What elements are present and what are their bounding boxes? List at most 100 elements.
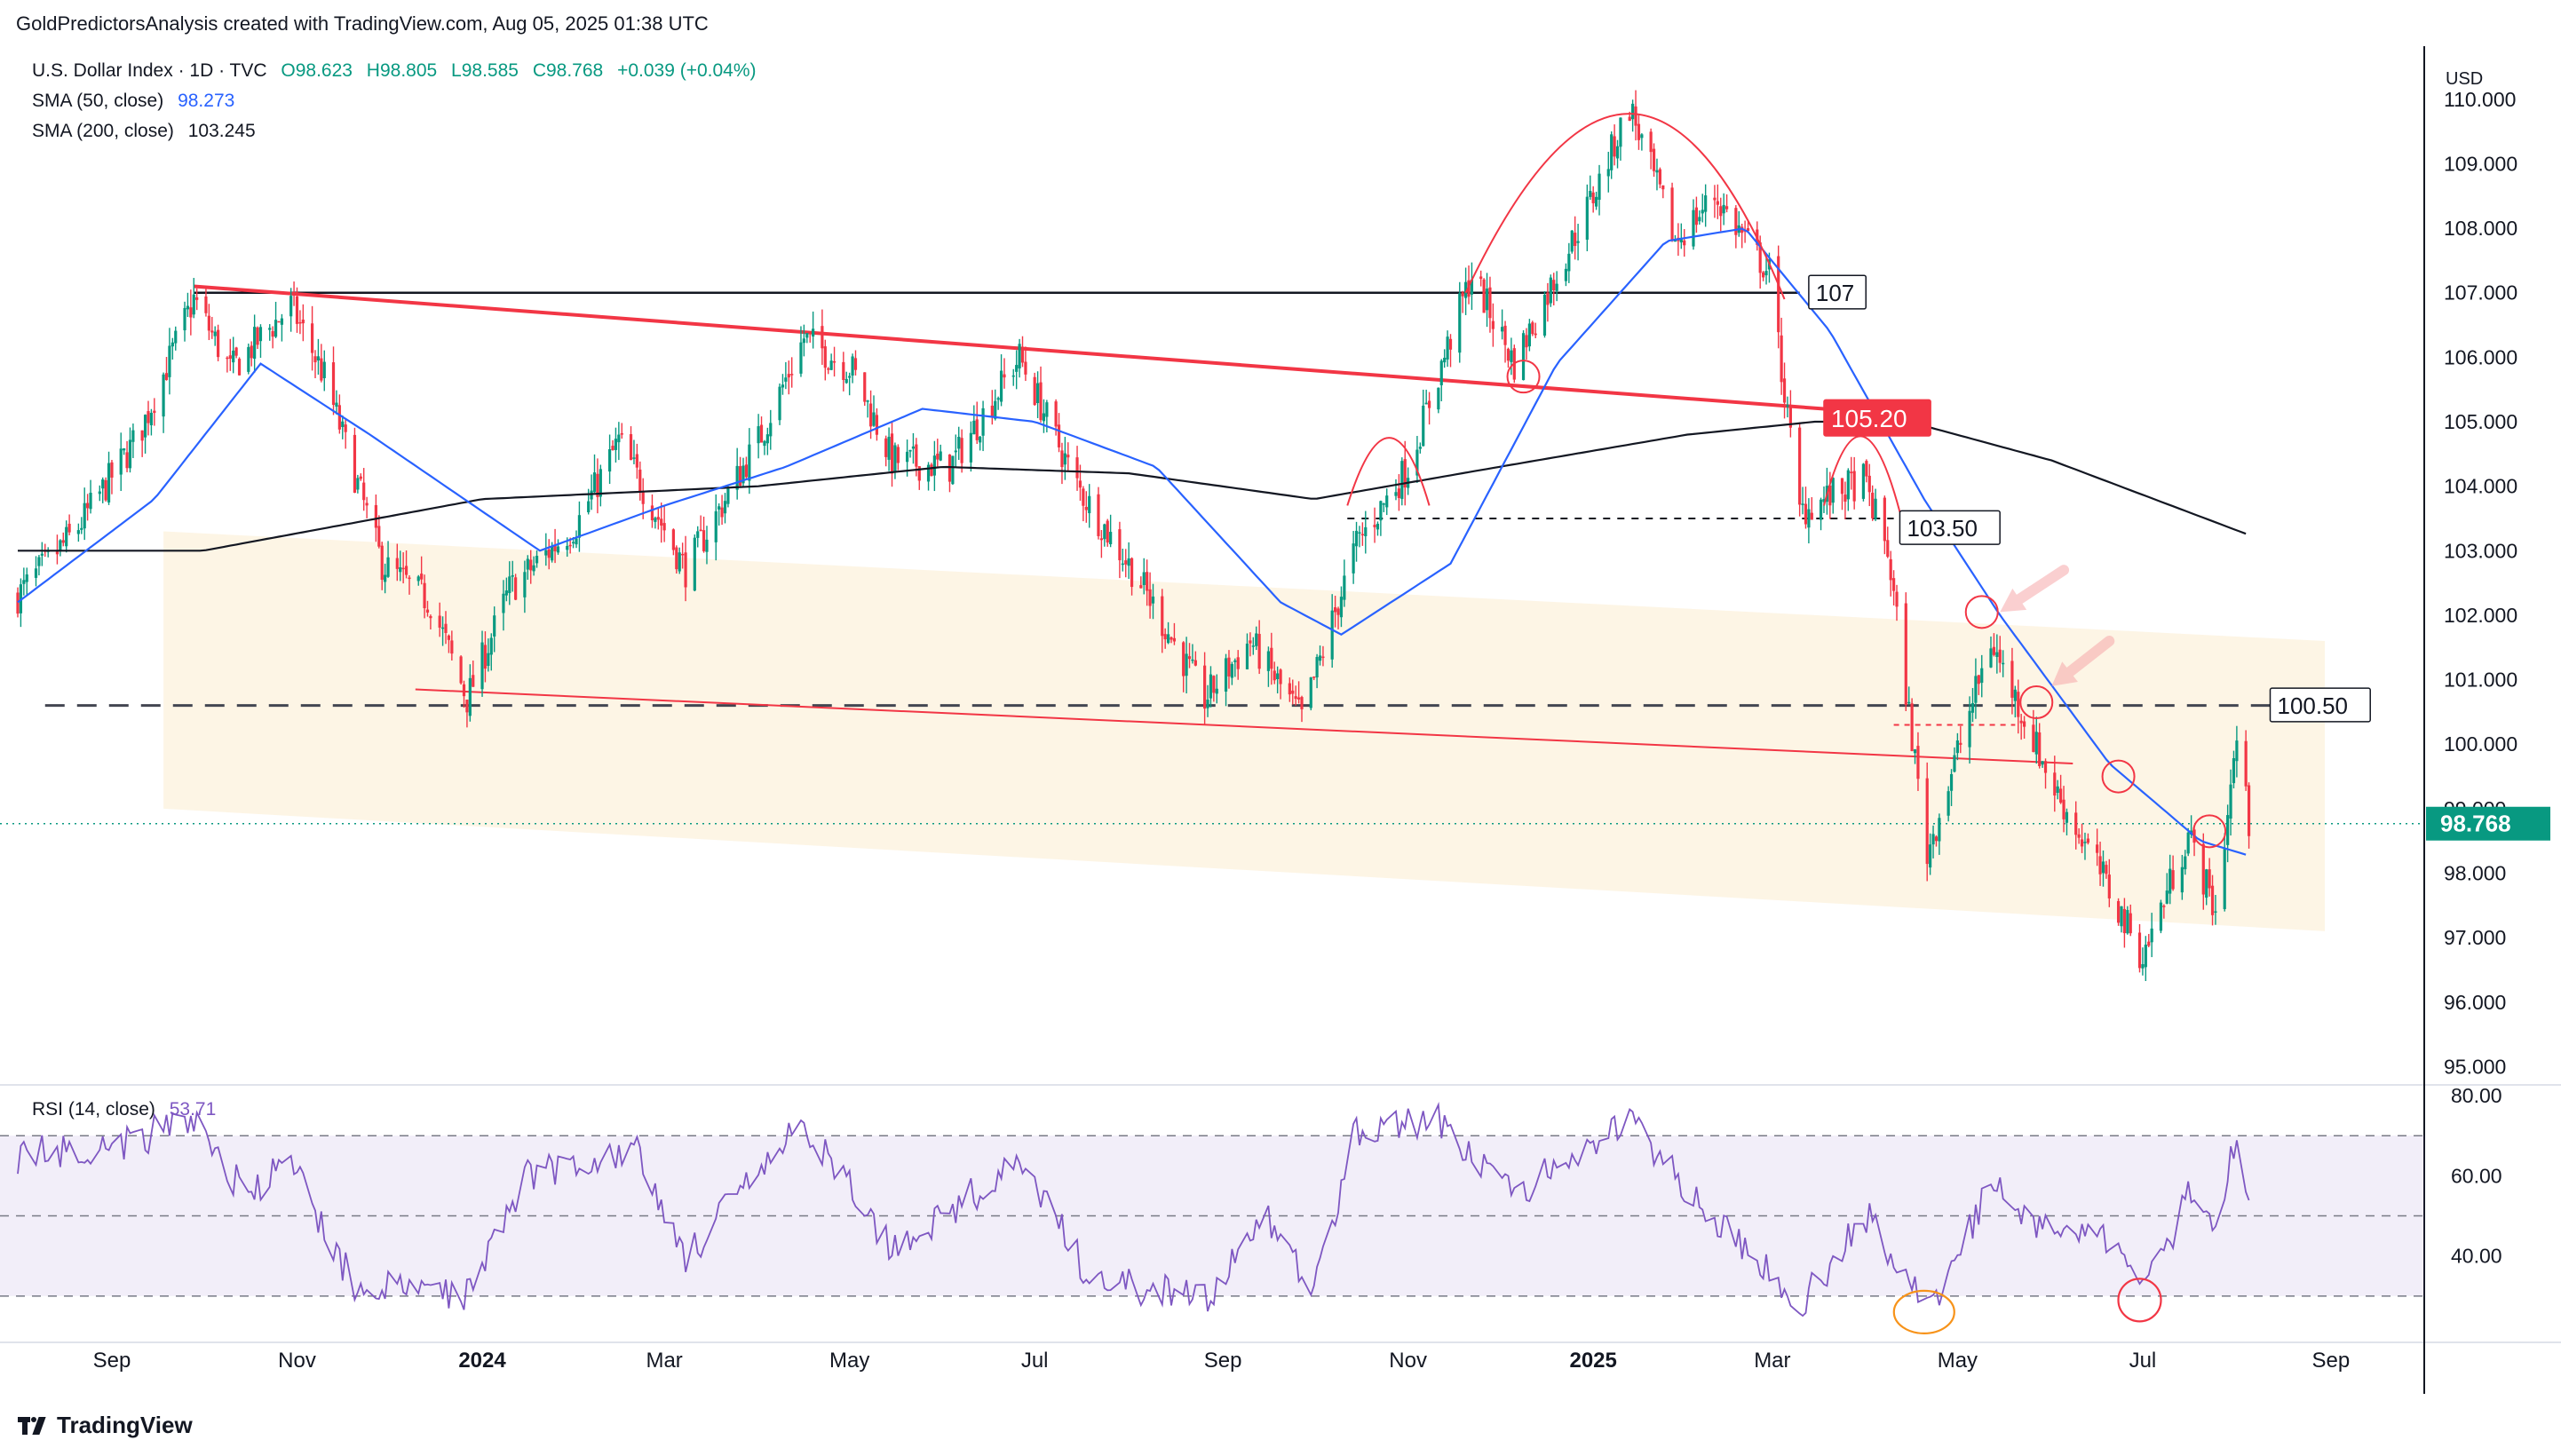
candle-body xyxy=(147,411,150,423)
candle-body xyxy=(1555,283,1558,291)
candle xyxy=(1266,646,1271,687)
candle xyxy=(587,488,591,515)
candle-body xyxy=(1288,683,1291,695)
candle-body xyxy=(629,434,633,461)
candle xyxy=(893,442,897,479)
candle xyxy=(1364,510,1368,554)
candle xyxy=(629,426,633,461)
candle-body xyxy=(1850,471,1853,474)
candle xyxy=(204,288,208,317)
candle-body xyxy=(1628,116,1631,122)
candle-body xyxy=(926,464,931,482)
candle-body xyxy=(844,378,848,384)
candle xyxy=(408,575,411,595)
candle-body xyxy=(213,331,217,336)
price-tick-label: 100.000 xyxy=(2444,732,2517,756)
candle xyxy=(189,289,193,336)
candle xyxy=(1127,542,1130,580)
legend-sma50-value: 98.273 xyxy=(178,91,235,111)
candle xyxy=(1318,645,1322,666)
price-tick-label: 103.000 xyxy=(2444,539,2517,562)
candle-body xyxy=(1692,210,1695,247)
level-label-107-text: 107 xyxy=(1816,280,1854,306)
candle xyxy=(1209,666,1213,708)
candle-body xyxy=(726,488,730,504)
candle-body xyxy=(1336,608,1340,615)
candle-body xyxy=(1525,335,1528,348)
level-label-100-50-text: 100.50 xyxy=(2277,692,2348,719)
candle xyxy=(1343,559,1346,607)
candle-body xyxy=(1598,173,1601,201)
candle-body xyxy=(1828,485,1832,506)
candle xyxy=(511,560,514,592)
candle-body xyxy=(1846,470,1850,500)
candle-body xyxy=(1233,660,1237,662)
time-tick-label: May xyxy=(1938,1349,1978,1373)
candle xyxy=(1886,526,1890,558)
candle-body xyxy=(416,576,420,582)
candle xyxy=(2098,842,2102,886)
candle xyxy=(423,574,426,619)
candle-body xyxy=(2041,761,2044,765)
candle-body xyxy=(832,360,836,363)
candle xyxy=(951,455,955,486)
candle xyxy=(1376,521,1380,536)
candle xyxy=(1394,479,1398,501)
candle xyxy=(1039,366,1043,423)
candle-body xyxy=(1574,233,1577,247)
candle-body xyxy=(1521,333,1526,381)
candle-body xyxy=(164,373,169,381)
candle-body xyxy=(1257,634,1261,669)
candle xyxy=(1977,675,1980,695)
candle-body xyxy=(1980,668,1984,684)
candle-body xyxy=(1594,196,1598,207)
candle xyxy=(1576,224,1580,261)
candle xyxy=(863,372,867,407)
candle-body xyxy=(149,412,154,425)
candle-body xyxy=(123,448,126,451)
candle-body xyxy=(186,305,190,310)
candle-body xyxy=(1206,700,1209,708)
candle-body xyxy=(472,675,475,687)
candle-body xyxy=(2229,784,2232,819)
pointer-arrow-lower xyxy=(2051,636,2115,686)
candle xyxy=(981,400,985,452)
candle-body xyxy=(1024,361,1027,375)
time-tick-label: Nov xyxy=(278,1349,316,1373)
candle-body xyxy=(125,452,129,469)
candle xyxy=(1786,396,1789,418)
candle-body xyxy=(990,405,994,417)
candle xyxy=(341,415,345,439)
candle xyxy=(1075,446,1079,491)
candle xyxy=(89,479,92,514)
candle-body xyxy=(1570,230,1574,252)
candle-body xyxy=(101,479,105,489)
candle-body xyxy=(884,438,888,457)
candle xyxy=(1215,674,1218,704)
candle xyxy=(1193,651,1197,667)
candle xyxy=(1892,570,1896,606)
candle xyxy=(960,429,963,473)
candle xyxy=(1704,184,1708,227)
right-shoulder-arc xyxy=(1823,435,1901,512)
candle xyxy=(1415,436,1419,483)
legend-symbol: U.S. Dollar Index · 1D · TVC xyxy=(32,60,267,81)
candle xyxy=(526,555,529,580)
candle xyxy=(1148,572,1152,619)
candle xyxy=(226,356,229,373)
candle xyxy=(1097,487,1100,540)
rounded-top-arc xyxy=(1464,113,1786,300)
candle-body xyxy=(1276,673,1280,679)
candle xyxy=(827,367,830,375)
candle-body xyxy=(16,592,20,614)
candle-body xyxy=(2214,911,2217,913)
candle-body xyxy=(2141,964,2145,969)
candle-body xyxy=(529,559,533,571)
candle xyxy=(2038,723,2042,769)
candle-body xyxy=(2065,811,2069,823)
last-price-badge xyxy=(2426,806,2550,841)
candle xyxy=(440,616,445,646)
candle-body xyxy=(1403,459,1407,488)
candle xyxy=(1606,151,1610,193)
